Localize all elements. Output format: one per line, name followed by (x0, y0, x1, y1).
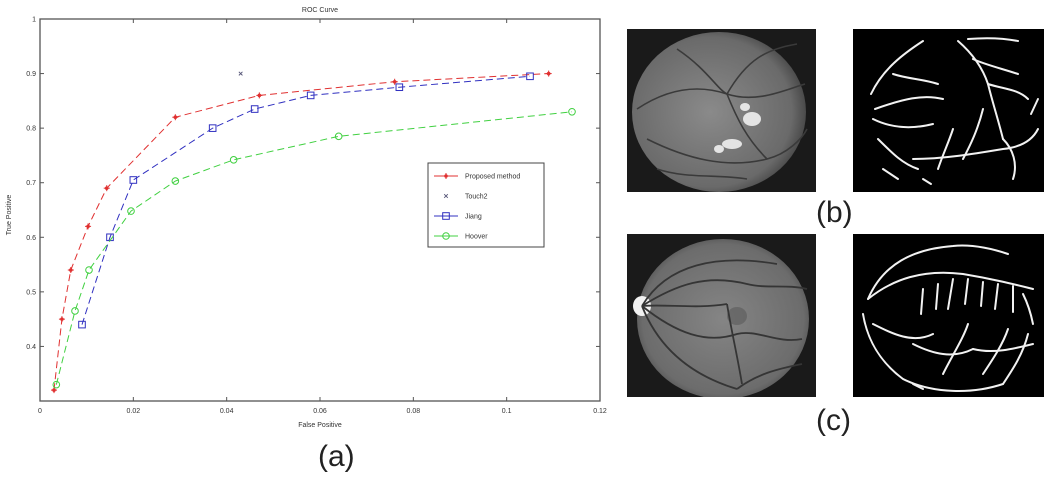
axes: 0 0.02 0.04 0.06 0.08 0.1 0.12 0.4 0.5 0.6 0.7 0.8 0… (26, 17, 607, 416)
series-layer (51, 70, 576, 394)
vessel-map-b (853, 29, 1044, 192)
legend-item: Jiang (434, 212, 482, 221)
series-proposed-method (51, 70, 552, 394)
legend: Proposed method Touch2 Jiang Hoover (427, 162, 545, 248)
legend-item: Proposed method (434, 173, 520, 181)
caption-b: (b) (816, 196, 853, 229)
x-tick-label: 0.1 (502, 408, 512, 415)
y-tick-label: 0.5 (26, 289, 36, 296)
x-tick-label: 0.06 (313, 408, 327, 415)
x-axis-label: False Positive (298, 422, 342, 429)
roc-chart: ROC Curve 0 0.02 0.04 0.06 0.08 0.1 0.12 0.4 0.5… (6, 7, 607, 429)
series-touch2 (238, 71, 243, 76)
svg-text:Proposed method: Proposed method (465, 174, 520, 181)
fundus-image-b (627, 29, 816, 192)
caption-a: (a) (318, 440, 355, 473)
y-tick-label: 0.8 (26, 126, 36, 133)
chart-title: ROC Curve (302, 7, 338, 14)
y-tick-label: 1 (32, 17, 36, 24)
x-tick-label: 0.12 (593, 408, 607, 415)
svg-text:Hoover: Hoover (465, 234, 488, 241)
fundus-image-c (627, 234, 816, 397)
y-tick-label: 0.6 (26, 235, 36, 242)
legend-item: Hoover (434, 232, 488, 241)
x-tick-label: 0.08 (407, 408, 421, 415)
series-hoover (52, 107, 576, 389)
svg-text:Touch2: Touch2 (465, 194, 488, 201)
caption-c: (c) (816, 404, 851, 437)
x-tick-label: 0.02 (127, 408, 141, 415)
x-tick-label: 0 (38, 408, 42, 415)
x-tick-label: 0.04 (220, 408, 234, 415)
vessel-map-c (853, 234, 1044, 397)
y-tick-label: 0.9 (26, 71, 36, 78)
y-axis-label: True Positive (6, 195, 13, 236)
series-jiang (78, 72, 534, 329)
y-tick-label: 0.7 (26, 180, 36, 187)
y-tick-label: 0.4 (26, 344, 36, 351)
svg-text:Jiang: Jiang (465, 214, 482, 221)
legend-item: Touch2 (443, 194, 488, 201)
